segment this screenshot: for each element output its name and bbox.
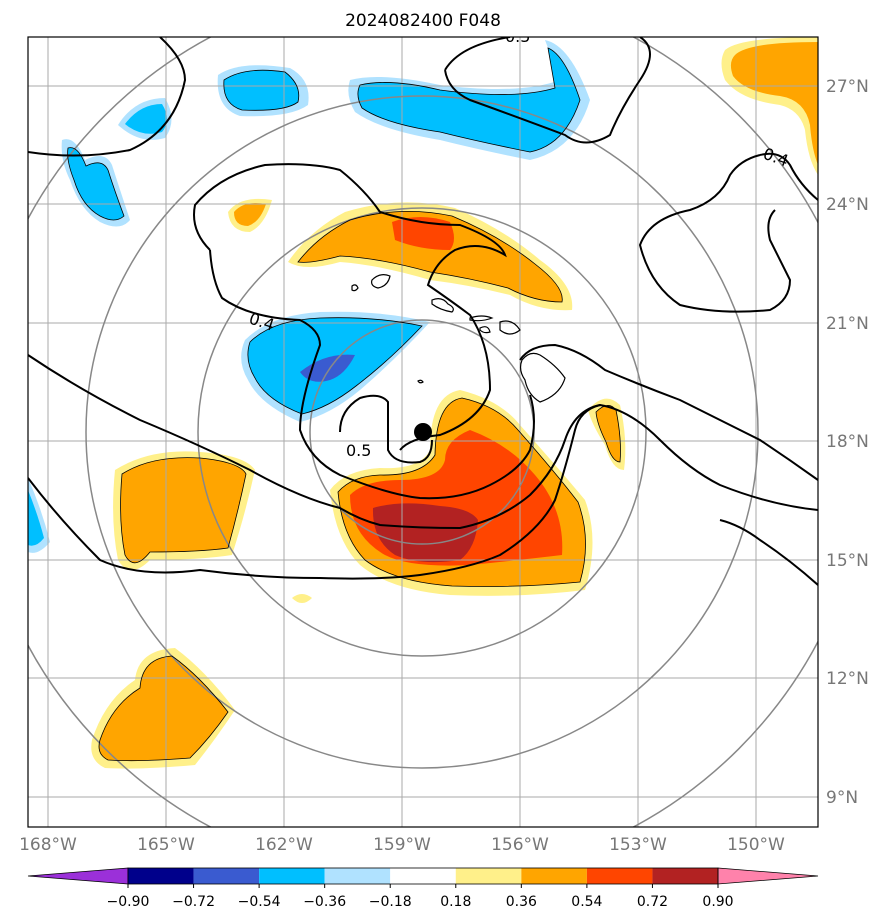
- pos-region: [298, 211, 563, 302]
- colorbar-segment: [521, 868, 587, 884]
- lat-tick-label: 18°N: [826, 432, 869, 452]
- lon-tick-label: 156°W: [491, 835, 549, 855]
- contour-line: [638, 154, 792, 313]
- island-maui: [499, 320, 521, 335]
- colorbar-label: −0.36: [303, 894, 346, 910]
- lon-tick-label: 168°W: [19, 835, 77, 855]
- contour-line: [519, 343, 818, 481]
- positive-anomaly-fill: [91, 37, 818, 769]
- contour-line: [339, 394, 433, 464]
- island-oahu: [431, 298, 454, 313]
- neg-region-strong: [300, 354, 355, 382]
- lon-tick-label: 159°W: [373, 835, 431, 855]
- colorbar-segment: [259, 868, 325, 884]
- lat-tick-labels: 27°N 24°N 21°N 18°N 15°N 12°N 9°N: [826, 77, 869, 808]
- neg-region: [125, 104, 167, 134]
- pos-region: [596, 405, 621, 462]
- map-area: 0.5 0.4 0.5 0.4: [28, 27, 818, 827]
- contour-line: [28, 354, 818, 530]
- colorbar: −0.90 −0.72 −0.54 −0.36 −0.18 0.18 0.36 0.54 0.7…: [27, 867, 819, 910]
- colorbar-segment: [324, 868, 391, 884]
- lon-tick-labels: 168°W 165°W 162°W 159°W 156°W 153°W 150°…: [19, 835, 785, 855]
- pos-region: [730, 42, 818, 165]
- colorbar-label: 0.36: [506, 894, 537, 910]
- island-niihau: [351, 284, 359, 292]
- contour-label: 0.5: [505, 27, 530, 46]
- colorbar-label: 0.72: [637, 894, 668, 910]
- lat-tick-label: 12°N: [826, 669, 869, 689]
- island-lanai: [479, 326, 491, 334]
- colorbar-segment: [652, 868, 718, 884]
- contour-lines: [28, 37, 818, 586]
- contour-line: [193, 163, 507, 451]
- colorbar-label: 0.90: [702, 894, 733, 910]
- colorbar-label: 0.54: [571, 894, 602, 910]
- colorbar-segment: [586, 868, 653, 884]
- map-frame: [27, 36, 819, 828]
- lon-tick-label: 162°W: [255, 835, 313, 855]
- contour-label: 0.5: [346, 441, 371, 460]
- storm-center-marker: [414, 423, 432, 441]
- fill-outlines: [67, 47, 621, 762]
- colorbar-outline: [127, 867, 719, 885]
- range-ring: [85, 95, 759, 769]
- contour-line: [209, 249, 535, 500]
- range-ring: [197, 207, 647, 657]
- contour-line: [444, 37, 651, 144]
- contour-line: [759, 152, 818, 201]
- figure-title: 2024082400 F048: [345, 11, 501, 31]
- colorbar-label: 0.18: [440, 894, 471, 910]
- contour-line: [28, 404, 601, 580]
- colorbar-segment: [128, 868, 194, 884]
- islet: [417, 379, 424, 384]
- colorbar-label: −0.18: [369, 894, 412, 910]
- colorbar-extend-low: [27, 867, 129, 885]
- neg-region: [223, 70, 299, 111]
- lat-tick-label: 9°N: [826, 788, 858, 808]
- neg-region: [67, 147, 124, 220]
- lon-tick-label: 165°W: [137, 835, 195, 855]
- contour-line: [719, 519, 818, 586]
- pos-region-strongest: [372, 503, 478, 563]
- pos-region: [292, 594, 312, 603]
- pos-region: [120, 457, 246, 563]
- colorbar-segment: [455, 868, 522, 884]
- pos-region: [234, 203, 266, 226]
- colorbar-segment: [390, 868, 456, 884]
- colorbar-label: −0.90: [107, 894, 150, 910]
- colorbar-extend-high: [717, 867, 819, 885]
- pos-region-strong: [392, 217, 454, 250]
- colorbar-label: −0.54: [238, 894, 281, 910]
- colorbar-segment: [193, 868, 260, 884]
- lat-tick-label: 21°N: [826, 314, 869, 334]
- island-hawaii: [519, 352, 566, 403]
- lat-tick-label: 15°N: [826, 551, 869, 571]
- contour-line: [28, 37, 187, 157]
- lat-tick-label: 24°N: [826, 195, 869, 215]
- lon-tick-label: 153°W: [609, 835, 667, 855]
- lon-tick-label: 150°W: [727, 835, 785, 855]
- pos-region: [99, 656, 228, 761]
- island-kauai: [371, 274, 391, 289]
- lat-tick-label: 27°N: [826, 77, 869, 97]
- neg-region: [28, 490, 44, 546]
- colorbar-label: −0.72: [172, 894, 215, 910]
